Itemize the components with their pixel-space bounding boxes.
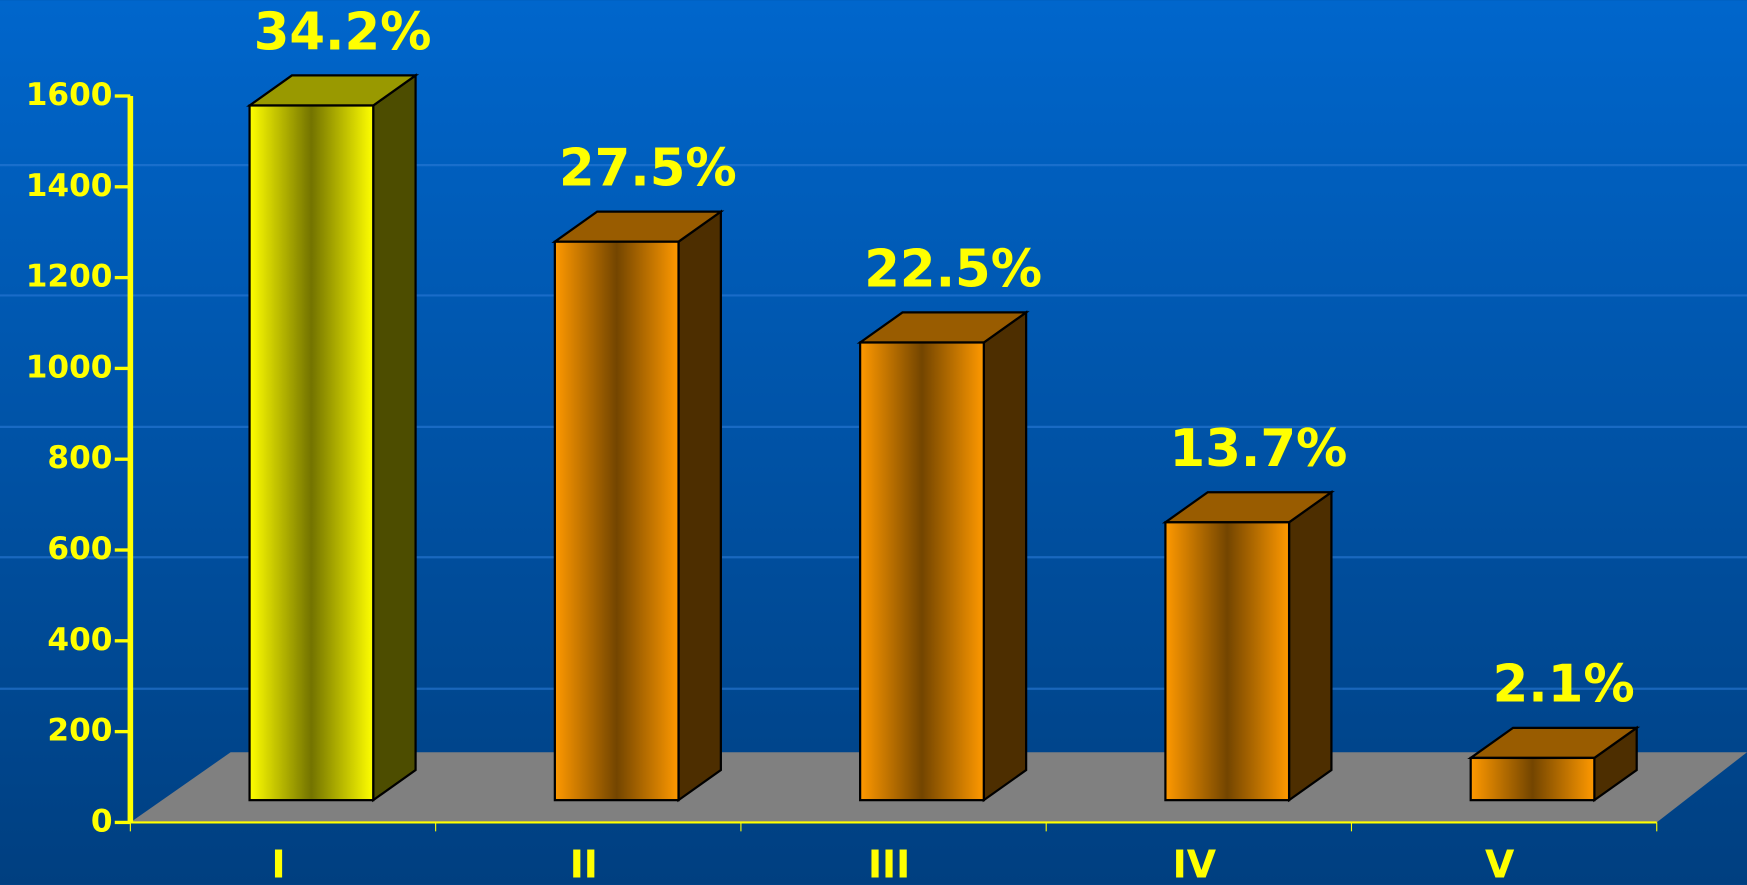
y-tick-label: 600 bbox=[47, 531, 112, 567]
percent-label: 34.2% bbox=[254, 2, 432, 62]
bar-side bbox=[677, 209, 722, 803]
percent-label: 22.5% bbox=[864, 239, 1042, 299]
bar-3d bbox=[1161, 490, 1335, 803]
bar-side bbox=[982, 310, 1028, 803]
bar bbox=[248, 104, 375, 802]
y-tick-label: 0 bbox=[91, 803, 113, 839]
x-tick-label: I bbox=[271, 842, 285, 885]
percent-label: 2.1% bbox=[1493, 655, 1635, 715]
bar bbox=[859, 341, 985, 802]
bar-3d bbox=[551, 209, 725, 803]
y-tick-label: 400 bbox=[47, 622, 112, 658]
y-tick-label: 200 bbox=[47, 713, 112, 749]
bar bbox=[1469, 756, 1596, 802]
bar bbox=[1164, 521, 1291, 802]
x-tick-label: II bbox=[570, 842, 598, 885]
x-tick-label: V bbox=[1485, 842, 1515, 885]
x-tick-label: IV bbox=[1173, 842, 1217, 885]
bar-3d bbox=[1467, 725, 1641, 803]
percent-label: 27.5% bbox=[559, 139, 737, 199]
y-tick-label: 1200 bbox=[26, 259, 113, 295]
bar-3d bbox=[246, 73, 420, 803]
y-tick-label: 1600 bbox=[26, 77, 113, 113]
bar-side bbox=[372, 73, 417, 803]
y-tick-label: 1400 bbox=[26, 168, 113, 204]
x-tick-label: III bbox=[868, 842, 910, 885]
bar-3d bbox=[856, 310, 1030, 803]
y-tick-label: 1000 bbox=[26, 349, 113, 385]
percent-label: 13.7% bbox=[1170, 419, 1348, 479]
bar bbox=[553, 240, 680, 802]
bar-side bbox=[1287, 490, 1333, 803]
y-tick-label: 800 bbox=[47, 440, 112, 476]
